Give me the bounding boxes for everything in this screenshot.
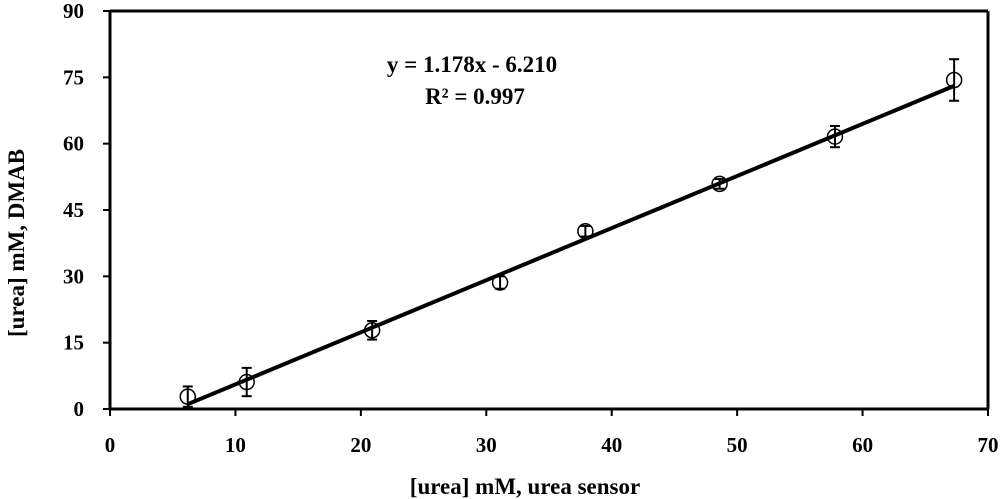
r-squared-label: R² = 0.997 [425, 84, 525, 109]
x-tick-label: 30 [476, 433, 497, 457]
data-point [945, 58, 963, 102]
y-tick-label: 75 [63, 65, 84, 89]
y-tick-label: 0 [74, 397, 85, 421]
trendline [186, 84, 955, 407]
point-marker [179, 388, 197, 405]
data-point [577, 222, 594, 240]
point-marker [577, 222, 594, 240]
data-point [491, 274, 509, 291]
x-tick-label: 50 [727, 433, 748, 457]
data-point [363, 319, 381, 341]
point-marker [491, 274, 509, 291]
data-point [826, 124, 844, 149]
x-tick-label: 20 [350, 433, 371, 457]
data-point [711, 175, 728, 193]
x-axis-title: [urea] mM, urea sensor [410, 474, 640, 499]
y-tick-label: 90 [63, 0, 84, 23]
equation-label: y = 1.178x - 6.210 [387, 52, 557, 77]
data-point [238, 366, 255, 398]
y-tick-label: 15 [63, 331, 84, 355]
y-tick-label: 30 [63, 264, 84, 288]
point-marker [826, 128, 844, 145]
y-axis-title: [urea] mM, DMAB [4, 149, 29, 337]
x-tick-label: 60 [852, 433, 873, 457]
point-marker [945, 71, 963, 89]
x-tick-label: 70 [978, 433, 999, 457]
y-ticks: 0 15 30 45 60 75 90 [63, 0, 110, 421]
x-tick-label: 40 [601, 433, 622, 457]
trendline-group [186, 84, 955, 407]
y-tick-label: 45 [63, 198, 84, 222]
data-point [179, 385, 197, 408]
point-marker [238, 373, 255, 391]
x-tick-label: 10 [225, 433, 246, 457]
point-marker [363, 322, 381, 339]
x-ticks: 0 10 20 30 40 50 60 70 [105, 409, 999, 457]
x-tick-label: 0 [105, 433, 116, 457]
point-marker [711, 175, 728, 193]
data-points [179, 58, 963, 408]
y-tick-label: 60 [63, 132, 84, 156]
